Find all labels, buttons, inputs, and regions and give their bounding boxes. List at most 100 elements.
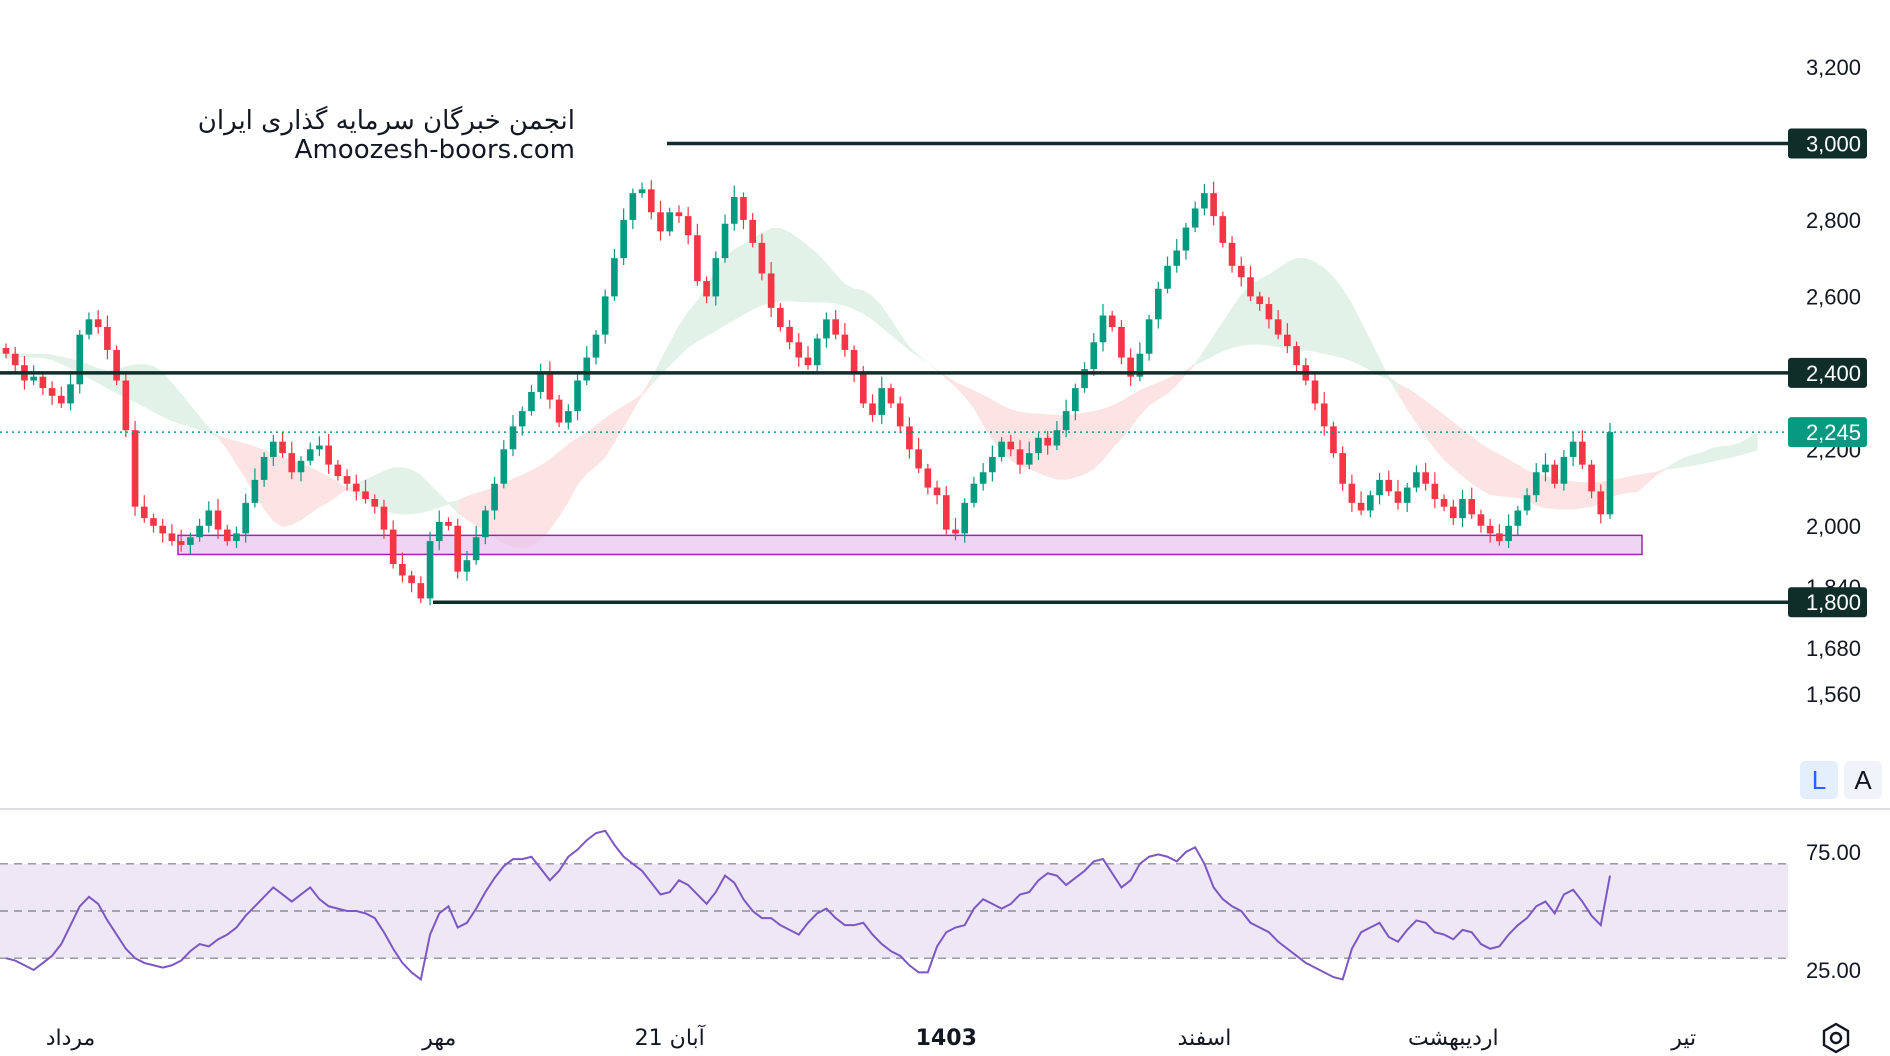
candle-body <box>740 196 747 220</box>
price-tick-label: 2,800 <box>1806 208 1861 233</box>
cloud-segment-6 <box>1195 258 1398 395</box>
candle-body <box>979 472 987 484</box>
candle-body <box>970 483 978 503</box>
candle-body <box>657 212 664 232</box>
candle-body <box>325 445 332 465</box>
rsi-tick-label: 25.00 <box>1806 958 1861 983</box>
candle-body <box>786 326 793 343</box>
candle-body <box>896 403 904 427</box>
candle-body <box>85 319 93 335</box>
candle-body <box>1145 319 1153 354</box>
candle-body <box>1560 456 1568 484</box>
candle-body <box>1468 499 1476 515</box>
level-tag-3000-bg <box>1788 128 1867 159</box>
candle-body <box>1486 525 1494 534</box>
candle-body <box>380 506 388 530</box>
candle-body <box>1062 411 1070 431</box>
candle-body <box>316 445 323 450</box>
candle-body <box>684 216 692 236</box>
candle-body <box>703 281 710 297</box>
candle-body <box>1394 491 1402 503</box>
candle-body <box>721 223 729 259</box>
candle-body <box>1044 437 1051 446</box>
candle-body <box>463 560 471 572</box>
price-tick-label: 3,200 <box>1806 55 1861 80</box>
candle-body <box>675 212 683 217</box>
cloud-segment-3 <box>457 377 652 549</box>
candle-body <box>233 533 240 542</box>
candle-body <box>1367 495 1374 511</box>
candle-body <box>1201 193 1208 209</box>
candle-body <box>1413 472 1420 488</box>
candle-body <box>1477 514 1485 526</box>
candle-body <box>1127 357 1134 377</box>
last-price-tag-bg <box>1788 417 1867 448</box>
candle-body <box>389 529 397 565</box>
candle-body <box>528 391 535 412</box>
candle-body <box>11 353 19 366</box>
candle-body <box>638 189 646 194</box>
candle-body <box>1523 495 1531 511</box>
candle-body <box>30 376 37 381</box>
candle-body <box>1449 506 1457 519</box>
candle-body <box>555 399 563 423</box>
candle-body <box>1191 208 1199 228</box>
price-axis[interactable]: 3,2002,8002,6002,4002,2002,0001,8401,680… <box>1788 55 1867 707</box>
candle-body <box>1376 479 1383 496</box>
candle-body <box>647 189 655 213</box>
candle-body <box>1551 464 1559 484</box>
candle-body <box>1339 453 1346 484</box>
candle-body <box>76 334 84 385</box>
candle-body <box>1108 315 1116 327</box>
candle-body <box>435 521 443 542</box>
cloud-segment-4 <box>651 228 938 386</box>
candle-body <box>666 212 674 232</box>
candle-body <box>592 334 600 358</box>
candle-body <box>140 506 148 519</box>
candle-body <box>417 583 425 599</box>
hexagon-gear-icon[interactable] <box>1818 1020 1854 1056</box>
candle-body <box>1348 483 1356 503</box>
price-tick-label: 2,000 <box>1806 514 1861 539</box>
candle-body <box>1569 441 1577 457</box>
candle-body <box>279 441 286 454</box>
candle-body <box>1210 193 1217 217</box>
candle-body <box>1219 216 1227 243</box>
candle-body <box>749 219 757 243</box>
time-label: اسفند <box>1177 1026 1231 1051</box>
candle-body <box>887 388 895 404</box>
candle-body <box>343 476 351 484</box>
candle-body <box>1597 491 1605 515</box>
candle-body <box>1431 483 1439 500</box>
candle-body <box>362 491 369 500</box>
log-scale-button[interactable]: L <box>1800 761 1838 799</box>
candle-body <box>168 533 176 542</box>
time-label: تیر <box>1670 1026 1696 1051</box>
candle-body <box>712 258 720 297</box>
time-label: 21 آبان <box>635 1024 706 1051</box>
candle-body <box>1072 388 1079 412</box>
candle-body <box>1053 430 1061 446</box>
candle-body <box>924 468 932 488</box>
auto-scale-button[interactable]: A <box>1844 761 1882 799</box>
candle-body <box>989 456 996 473</box>
candle-body <box>1357 502 1365 511</box>
candle-body <box>57 395 65 404</box>
candle-body <box>869 403 876 415</box>
cloud-segment-2 <box>356 467 458 515</box>
candle-body <box>730 196 738 224</box>
candle-body <box>472 537 480 561</box>
candle-body <box>131 430 139 507</box>
cloud-segment-1 <box>218 435 357 527</box>
candle-body <box>1090 342 1098 370</box>
candle-body <box>1016 449 1024 465</box>
cloud-segment-8 <box>1665 432 1758 470</box>
price-tick-label: 1,560 <box>1806 682 1861 707</box>
rsi-pane: 75.00 25.00 <box>0 829 1861 983</box>
candle-body <box>1237 265 1245 278</box>
candle-body <box>1505 525 1512 542</box>
candle-body <box>1164 265 1171 289</box>
candle-body <box>150 518 157 526</box>
